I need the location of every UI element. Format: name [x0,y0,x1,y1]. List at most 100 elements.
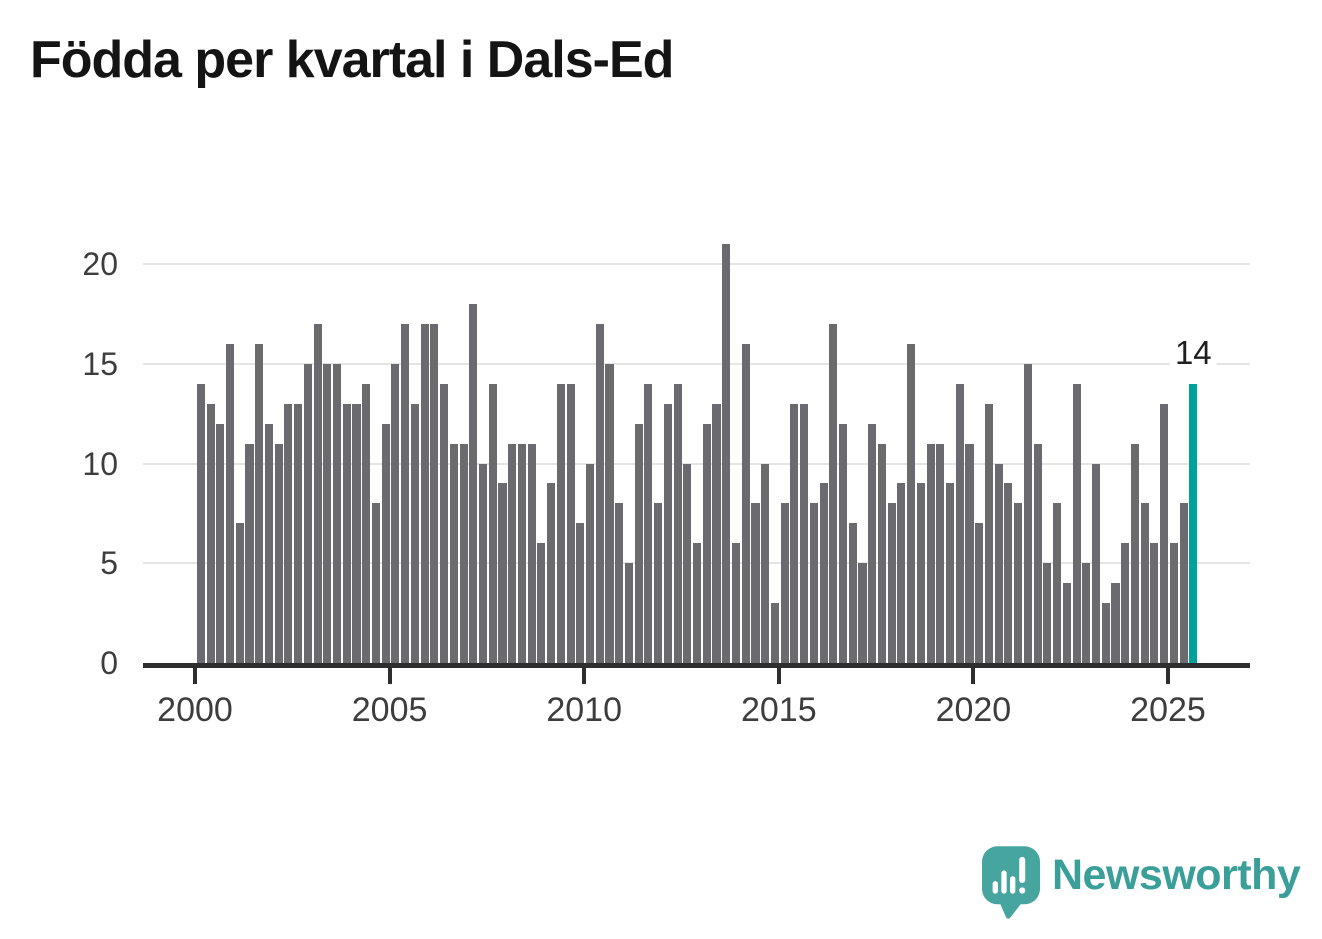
bar [264,423,273,663]
bar [800,403,809,663]
bar [206,403,215,663]
bar [644,383,653,663]
page-title: Födda per kvartal i Dals-Ed [30,31,674,89]
x-axis-label-2000: 2000 [157,691,233,729]
bar [663,403,672,663]
gridline-y-20 [143,263,1250,265]
y-axis-label-0: 0 [100,645,118,681]
bar [683,463,692,663]
bar [401,323,410,663]
bar [469,303,478,663]
bar [907,343,916,663]
bar [323,363,332,663]
bar [566,383,575,663]
bar [1082,563,1091,663]
bar [371,503,381,663]
bar [1004,483,1013,663]
x-tick-2010 [582,668,587,684]
gridline-y-15 [143,362,1250,365]
bar [946,483,955,663]
highlight-value-label: 14 [1169,335,1217,369]
bar [1053,503,1062,663]
bar [722,244,731,663]
bar [1072,383,1081,663]
bar [1062,583,1071,663]
bar [225,343,235,663]
bar [508,443,517,663]
bar [449,443,458,663]
bar [235,523,244,663]
y-axis-label-15: 15 [82,345,118,382]
bar [586,463,595,663]
newsworthy-wordmark: Newsworthy [1052,851,1301,899]
bar [1140,503,1149,663]
bar [1160,403,1169,663]
bar [751,503,760,663]
bar [556,383,565,663]
bar [478,463,488,663]
bar [654,503,663,663]
bar [858,563,867,663]
bar [410,403,419,663]
bar [1033,443,1042,663]
bar [809,503,818,663]
bar [829,323,838,663]
bar [693,543,702,663]
bar [391,363,400,663]
bar [1014,503,1023,663]
x-tick-2020 [971,668,976,684]
bar [362,383,371,663]
x-tick-2025 [1166,668,1170,684]
bar [848,523,857,663]
bar [352,403,361,663]
bar [381,423,390,663]
bar [790,403,799,663]
bar [712,403,721,663]
bar [245,443,254,663]
bar [868,423,877,663]
x-axis-line [143,663,1250,668]
gridline-y-10 [143,462,1250,465]
bar [255,343,264,663]
y-axis-label-5: 5 [100,545,118,582]
bar [897,483,906,663]
bar [965,443,974,663]
bar [770,603,779,663]
newsworthy-bubble-icon [982,846,1040,919]
bar [1043,563,1052,663]
bar [294,403,303,663]
bar [420,323,429,663]
bar [547,483,556,663]
bar [313,323,322,663]
bar [634,423,643,663]
bar [984,403,994,663]
y-axis-label-10: 10 [82,445,118,482]
bar [517,443,526,663]
bar [1121,543,1130,663]
bar [936,443,945,663]
bar [576,523,585,663]
bar [498,483,507,663]
bar [955,383,964,663]
x-axis-label-2005: 2005 [351,691,428,729]
bar [819,483,828,663]
bar [615,503,624,663]
bar [916,483,925,663]
bar [761,463,770,663]
bar [780,503,789,663]
bar [459,443,468,663]
bar [877,443,886,663]
x-axis-label-2020: 2020 [935,691,1012,729]
x-axis-label-2025: 2025 [1130,691,1206,729]
bar [430,323,439,663]
bar [926,443,935,663]
bar [975,523,984,663]
bar [1111,583,1120,663]
bar [1023,363,1032,663]
bar [1179,503,1188,663]
newsworthy-logo[interactable]: Newsworthy [982,846,1301,920]
bar [303,363,312,663]
bar [1130,443,1139,663]
